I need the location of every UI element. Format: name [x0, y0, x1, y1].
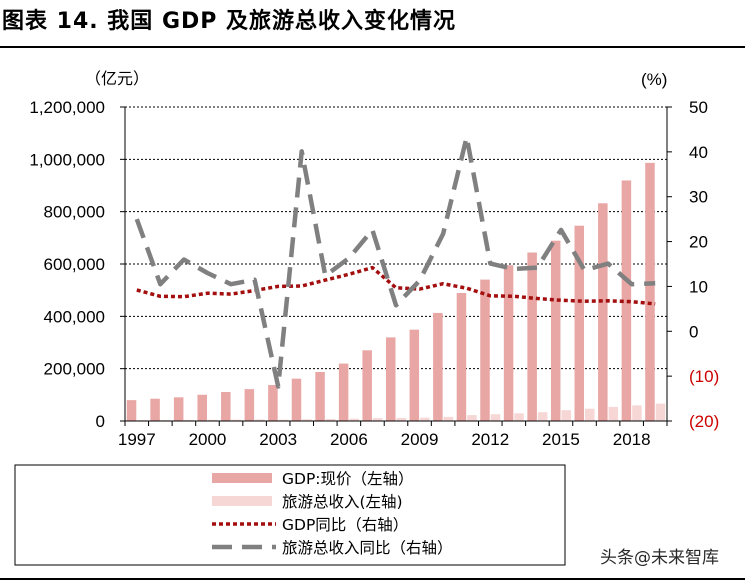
watermark: 头条@未来智库 [600, 548, 719, 568]
title-rule [0, 46, 745, 48]
tourism-revenue-bar [608, 406, 619, 421]
tourism-revenue-bar [207, 419, 218, 421]
x-tick-label: 2000 [189, 430, 227, 449]
gdp-bar [645, 162, 655, 421]
axes-layer: 0 200,000 400,000 600,000 800,000 1,000,000 1,… [29, 98, 719, 449]
legend-label: 旅游总收入同比（右轴） [282, 539, 453, 557]
tourism-revenue-bar [443, 416, 454, 421]
tourism-revenue-bar [632, 405, 642, 421]
gdp-bar [126, 400, 137, 421]
tourism-revenue-bar [255, 419, 265, 421]
legend-swatch-tourism [212, 496, 272, 506]
gdp-bar [527, 252, 537, 421]
legend-label: GDP同比（右轴） [282, 516, 408, 534]
gdp-bar [574, 225, 585, 421]
gdp-bar [503, 265, 514, 421]
gdp-bar [315, 371, 325, 421]
gdp-yoy-line [136, 265, 656, 306]
left-tick-label: 1,200,000 [29, 98, 105, 117]
tourism-revenue-bar [420, 417, 430, 421]
tourism-revenue-bar [655, 403, 666, 421]
gdp-bar [221, 391, 231, 421]
left-tick-label: 200,000 [44, 360, 105, 379]
right-tick-label: 0 [689, 322, 698, 341]
gridlines [125, 106, 667, 370]
gdp-bar [433, 312, 443, 421]
left-tick-label: 400,000 [44, 307, 105, 326]
gdp-bar [409, 329, 420, 421]
left-tick-label: 1,000,000 [29, 150, 105, 169]
right-tick-label: 10 [689, 277, 708, 296]
tourism-revenue-bar [278, 419, 289, 421]
gdp-bar [456, 292, 467, 421]
tourism-revenue-bar [561, 410, 571, 421]
gdp-bar [338, 363, 349, 421]
tourism-revenue-bar [349, 418, 359, 421]
figure-title: 图表 14. 我国 GDP 及旅游总收入变化情况 [2, 9, 457, 34]
tourism-revenue-bar [514, 413, 524, 421]
legend-label: GDP:现价（左轴） [282, 470, 414, 488]
tourism-revenue-bar [184, 419, 194, 421]
tourism-revenue-bar [467, 415, 477, 421]
x-tick-label: 2009 [401, 430, 439, 449]
tourism-revenue-bar [231, 419, 242, 421]
gdp-bar [197, 394, 207, 421]
left-tick-label: 600,000 [44, 255, 105, 274]
x-tick-label: 2006 [330, 430, 368, 449]
lines-layer [134, 134, 656, 389]
x-tick-label: 1997 [118, 430, 156, 449]
tourism-revenue-bar [325, 418, 336, 421]
tourism-revenue-bar [396, 417, 406, 421]
bars-layer [126, 162, 666, 421]
legend-box [14, 464, 566, 566]
tourism-revenue-bar [585, 408, 595, 421]
tourism-revenue-bar [490, 414, 501, 421]
gdp-bar [621, 180, 632, 421]
gdp-bar [362, 350, 372, 421]
legend-label: 旅游总收入(左轴) [282, 493, 403, 511]
tourism-yoy-line [134, 134, 656, 389]
x-tick-label: 2003 [259, 430, 297, 449]
left-axis-unit: （亿元） [85, 69, 149, 88]
gdp-bar [291, 378, 302, 421]
gdp-bar [480, 279, 490, 421]
legend: GDP:现价（左轴） 旅游总收入(左轴) GDP同比（右轴） 旅游总收入同比（右轴） [14, 464, 566, 566]
right-axis-unit: (%) [641, 70, 667, 89]
tourism-revenue-bar [372, 418, 383, 421]
x-tick-label: 2018 [613, 430, 651, 449]
gdp-bar [150, 398, 160, 421]
gdp-bar [550, 240, 561, 421]
x-tick-label: 2012 [471, 430, 509, 449]
x-tick-label: 2015 [542, 430, 580, 449]
right-tick-label: 30 [689, 188, 708, 207]
right-tick-label: 40 [689, 143, 708, 162]
gdp-bar [386, 337, 396, 421]
gdp-bar [598, 203, 608, 421]
right-tick-label: 20 [689, 233, 708, 252]
gdp-bar [244, 389, 255, 421]
tourism-revenue-bar [302, 419, 312, 421]
gdp-bar [173, 397, 184, 421]
legend-swatch-gdp [212, 473, 272, 483]
bottom-rule [0, 578, 745, 580]
right-tick-label: (10) [689, 367, 719, 386]
tourism-revenue-bar [537, 412, 548, 421]
right-tick-label: (20) [689, 412, 719, 431]
left-tick-label: 0 [96, 412, 105, 431]
gdp-bar [268, 385, 278, 421]
right-tick-label: 50 [689, 98, 708, 117]
left-tick-label: 800,000 [44, 203, 105, 222]
